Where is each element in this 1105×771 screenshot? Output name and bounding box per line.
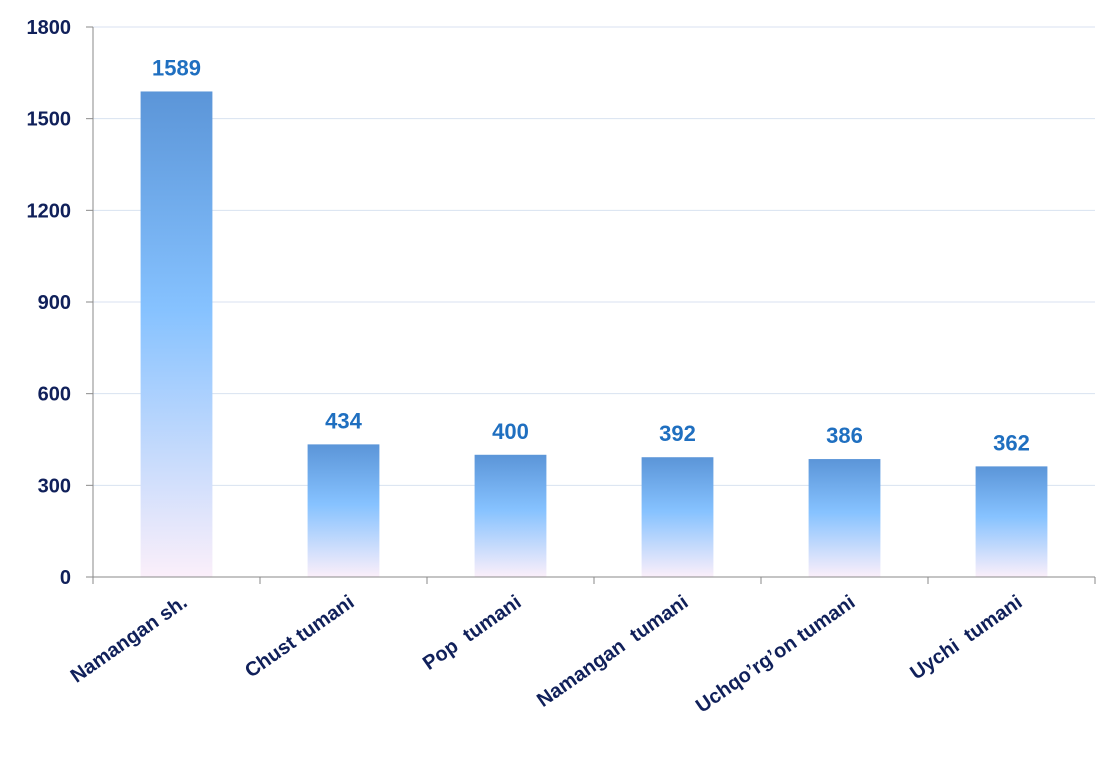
y-tick-label: 1200 [27, 200, 72, 222]
y-tick-label: 1800 [27, 17, 72, 39]
gridlines [93, 26, 1095, 486]
y-tick-label: 600 [38, 384, 71, 406]
x-category-label: Chust tumani [241, 591, 358, 682]
bar [474, 454, 547, 577]
x-category-label: Namangan sh. [67, 591, 192, 687]
bar [641, 457, 714, 577]
data-label: 392 [659, 421, 696, 446]
axes [86, 26, 1096, 584]
bar [808, 459, 881, 577]
x-category-label: Uychi tumani [906, 591, 1026, 684]
bars [140, 91, 1048, 577]
data-label: 434 [325, 408, 362, 433]
y-tick-label: 300 [38, 475, 71, 497]
data-label: 386 [826, 423, 863, 448]
y-tick-label: 900 [38, 292, 71, 314]
data-label: 362 [993, 430, 1030, 455]
bar [307, 444, 380, 577]
y-tick-label: 1500 [27, 109, 72, 131]
data-label: 400 [492, 419, 529, 444]
bar [975, 466, 1048, 577]
y-tick-label: 0 [60, 567, 71, 589]
x-category-label: Uchqo’rg’on tumani [692, 591, 859, 717]
bar [140, 91, 213, 577]
data-label: 1589 [152, 55, 201, 80]
x-category-label: Pop tumani [419, 591, 525, 675]
x-category-label: Namangan tumani [533, 591, 692, 712]
